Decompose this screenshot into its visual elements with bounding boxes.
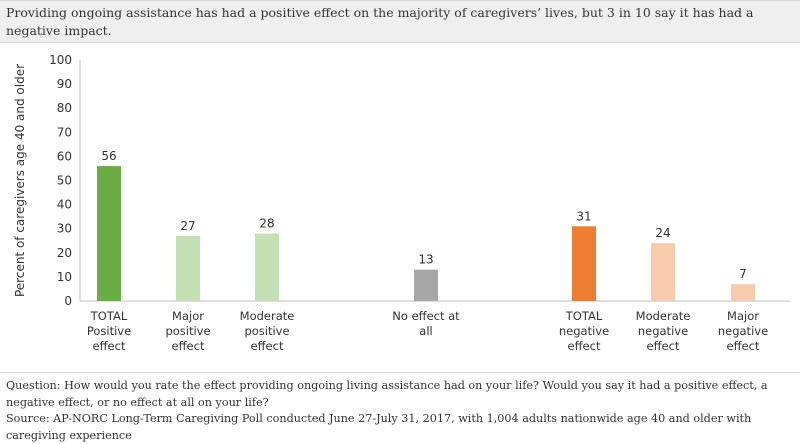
bar-chart: 0 10 20 30 40 50 60 70 80 90 100 Percent of caregiv… [13,53,790,353]
y-tick-label: 20 [57,246,72,260]
category-label-line: Major [172,309,204,323]
data-label: 28 [259,217,274,231]
data-label: 27 [180,219,195,233]
y-tick-label: 50 [57,174,72,188]
bar [176,235,200,301]
y-tick-label: 60 [57,149,72,163]
category-label: Major negative effect [718,309,768,353]
category-label-line: effect [93,339,126,353]
bar [572,226,596,301]
category-label-line: effect [647,339,680,353]
category-label: TOTAL negative effect [559,309,609,353]
source-note: Source: AP-NORC Long-Term Caregiving Pol… [6,412,752,442]
bar [414,269,438,301]
y-axis-label: Percent of caregivers age 40 and older [13,64,27,297]
category-label-line: TOTAL [90,309,128,323]
category-label: No effect at all [392,309,460,338]
bar [651,243,675,301]
data-label: 31 [576,209,591,223]
category-label-line: Positive [87,324,131,338]
category-label-line: Moderate [240,309,295,323]
category-label-line: effect [251,339,284,353]
category-label: TOTAL Positive effect [87,309,131,353]
y-tick-label: 0 [64,294,72,308]
chart-frame: 0 10 20 30 40 50 60 70 80 90 100 Percent of caregiv… [0,43,800,373]
bar [731,284,755,301]
category-label-line: Moderate [636,309,691,323]
category-label-line: all [419,324,432,338]
bar [97,166,121,301]
data-label: 7 [739,267,747,281]
chart-footer: Question: How would you rate the effect … [6,378,791,444]
category-label-line: effect [727,339,760,353]
category-label-line: negative [718,324,768,338]
category-label-line: No effect at [392,309,460,323]
y-tick-label: 100 [49,53,72,67]
category-label-line: positive [165,324,210,338]
y-tick-label: 40 [57,198,72,212]
category-label: Moderate positive effect [240,309,295,353]
bar [255,233,279,301]
data-label: 13 [418,253,433,267]
y-tick-label: 70 [57,125,72,139]
category-label-line: Major [727,309,759,323]
chart-title: Providing ongoing assistance has had a p… [6,5,754,38]
y-tick-label: 90 [57,77,72,91]
category-label: Moderate negative effect [636,309,691,353]
category-label-line: TOTAL [565,309,603,323]
y-tick-label: 30 [57,222,72,236]
category-label: Major positive effect [165,309,210,353]
chart-header: Providing ongoing assistance has had a p… [0,0,800,43]
category-label-line: negative [559,324,609,338]
category-label-line: effect [172,339,205,353]
y-tick-label: 80 [57,101,72,115]
data-label: 56 [101,149,116,163]
category-label-line: effect [568,339,601,353]
category-label-line: positive [244,324,289,338]
category-label-line: negative [638,324,688,338]
data-label: 24 [655,226,670,240]
y-tick-label: 10 [57,270,72,284]
question-note: Question: How would you rate the effect … [6,379,768,409]
